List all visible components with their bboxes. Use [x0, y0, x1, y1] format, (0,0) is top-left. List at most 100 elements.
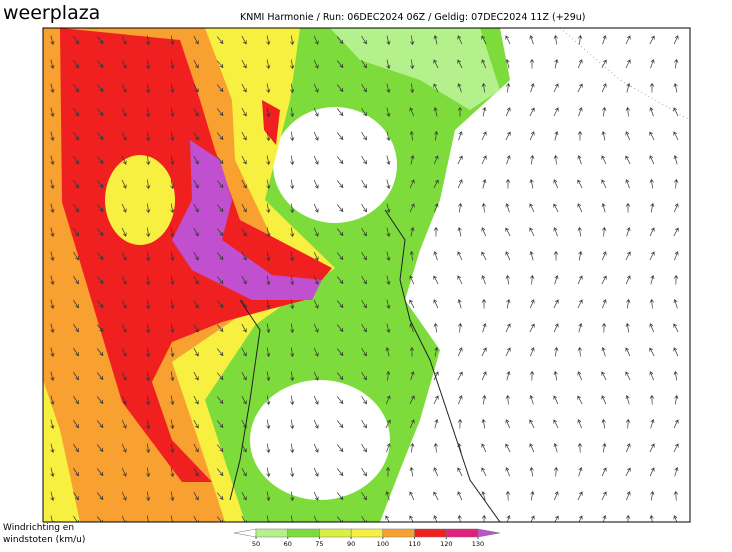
wind-arrow — [433, 59, 439, 69]
run-info: KNMI Harmonie / Run: 06DEC2024 06Z / Gel… — [240, 12, 585, 23]
wind-arrow — [409, 395, 415, 405]
wind-arrow — [650, 274, 655, 285]
wind-arrow — [458, 202, 463, 213]
wind-arrow — [409, 203, 415, 213]
wind-arrow — [578, 107, 583, 117]
wind-arrow — [241, 227, 247, 237]
wind-arrow — [336, 300, 344, 308]
wind-arrow — [361, 156, 367, 165]
wind-arrow — [505, 251, 511, 261]
wind-arrow — [673, 370, 678, 381]
wind-arrow — [505, 178, 511, 189]
wind-arrow — [336, 516, 343, 522]
wind-arrow — [601, 155, 607, 165]
wind-arrow — [146, 155, 151, 166]
wind-arrow — [50, 179, 55, 190]
wind-arrow — [266, 515, 271, 522]
wind-arrow — [50, 251, 55, 262]
wind-arrow — [193, 275, 199, 285]
wind-arrow — [674, 58, 679, 69]
wind-arrow — [626, 418, 631, 429]
wind-arrow — [505, 203, 510, 213]
wind-arrow — [170, 203, 175, 214]
wind-arrow — [336, 84, 344, 92]
wind-arrow — [313, 467, 319, 477]
wind-arrow — [626, 491, 631, 501]
wind-arrow — [216, 180, 224, 188]
wind-arrow — [193, 131, 199, 141]
wind-arrow — [386, 59, 391, 70]
wind-arrow — [216, 396, 224, 404]
wind-arrow — [216, 84, 224, 92]
wind-arrow — [121, 443, 127, 453]
wind-arrow — [506, 155, 511, 165]
wind-arrow — [73, 252, 79, 261]
wind-arrow — [241, 371, 247, 381]
wind-arrow — [433, 299, 439, 309]
wind-arrow — [313, 179, 319, 189]
wind-arrow — [625, 106, 630, 117]
wind-arrow — [673, 227, 679, 237]
wind-arrow — [578, 250, 583, 261]
wind-arrow — [554, 58, 559, 69]
wind-arrow — [457, 467, 463, 477]
wind-arrow — [553, 370, 558, 381]
wind-arrow — [266, 323, 271, 334]
wind-arrow — [481, 347, 487, 357]
wind-arrow — [73, 420, 79, 429]
wind-arrow — [481, 371, 487, 381]
wind-arrow — [577, 179, 583, 189]
wind-arrow — [170, 419, 175, 430]
wind-arrow — [529, 250, 534, 261]
wind-arrow — [625, 155, 631, 165]
wind-arrow — [50, 83, 55, 94]
wind-arrow — [193, 227, 199, 237]
wind-arrow — [216, 372, 224, 380]
wind-arrow — [649, 35, 655, 45]
wind-arrow — [241, 155, 247, 165]
wind-arrow — [625, 467, 631, 477]
wind-arrow — [626, 82, 631, 93]
wind-arrow — [216, 276, 224, 284]
wind-arrow — [50, 515, 55, 522]
wind-arrow — [50, 59, 55, 70]
wind-arrow — [577, 299, 583, 309]
wind-arrows — [50, 34, 679, 522]
wind-arrow — [50, 323, 55, 334]
wind-arrow — [554, 130, 559, 141]
wind-field — [43, 28, 690, 522]
wind-arrow — [266, 251, 271, 262]
wind-arrow — [577, 59, 583, 69]
wind-arrow — [336, 60, 344, 68]
wind-arrow — [73, 516, 79, 522]
wind-arrow — [290, 131, 295, 142]
wind-arrow — [50, 419, 55, 430]
wind-arrow — [505, 323, 511, 333]
wind-arrow — [361, 324, 367, 333]
wind-arrow — [266, 35, 271, 46]
wind-arrow — [170, 323, 175, 334]
wind-arrow — [481, 298, 487, 309]
wind-arrow — [290, 107, 295, 118]
wind-arrow — [386, 83, 391, 94]
wind-arrow — [266, 347, 271, 358]
wind-arrow — [170, 467, 175, 478]
wind-arrow — [386, 443, 391, 453]
scale-segment — [287, 528, 320, 538]
scale-segment — [382, 528, 415, 538]
wind-arrow — [361, 444, 367, 453]
wind-arrow — [673, 347, 679, 357]
wind-arrow — [482, 178, 487, 189]
scale-label: 100 — [377, 540, 389, 548]
wind-arrow — [602, 106, 607, 117]
wind-arrow — [121, 131, 127, 141]
wind-arrow — [673, 107, 679, 117]
wind-arrow — [96, 444, 104, 453]
wind-arrow — [96, 276, 104, 285]
wind-arrow — [336, 180, 344, 188]
wind-arrow — [410, 83, 415, 94]
wind-arrow — [625, 275, 631, 285]
wind-arrow — [602, 442, 607, 453]
wind-arrow — [361, 492, 367, 501]
wind-arrow — [553, 83, 559, 93]
